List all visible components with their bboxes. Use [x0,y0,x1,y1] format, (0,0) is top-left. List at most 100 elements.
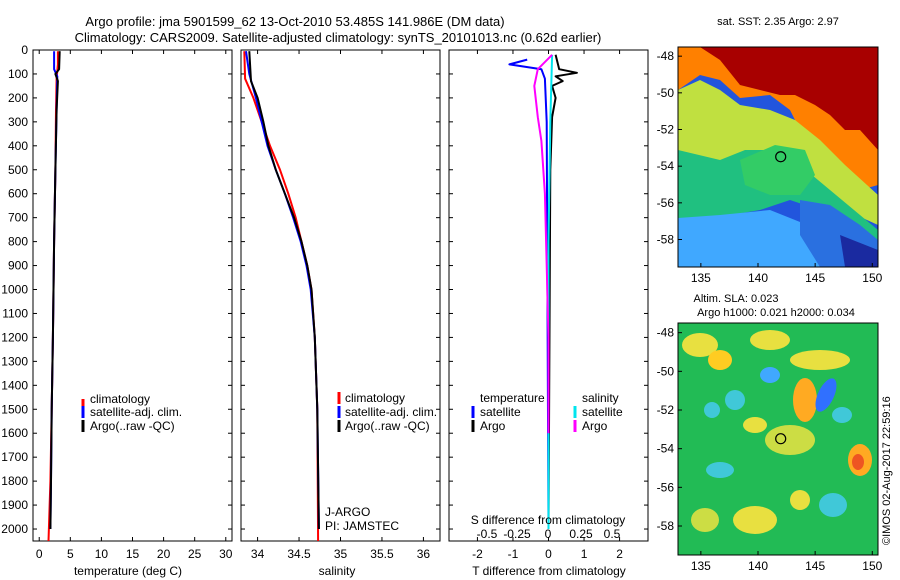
map-x-tick-label: 140 [748,271,768,285]
x-tick-label: 34 [251,547,265,561]
map-y-tick-label: -48 [657,49,675,63]
x-tick-label: 15 [126,547,140,561]
series-line-argo-raw-qc- [248,51,320,530]
s-tick-label: -0.5 [477,527,498,541]
depth-tick-label: 800 [8,235,28,249]
sst-map-frame [677,46,879,268]
legend-label: Argo [480,419,506,433]
float-program-annotation: J-ARGO [325,505,370,519]
depth-tick-label: 1000 [1,283,28,297]
series-line-argo-raw-qc- [49,51,61,530]
depth-tick-label: 700 [8,211,28,225]
map-y-tick-label: -56 [657,480,675,494]
salinity-plot-frame [240,49,441,542]
series-line-t-satellite [508,58,550,530]
x-tick-label: 0 [36,547,43,561]
sst-heatmap [678,47,878,267]
sla-map-title: Altim. SLA: 0.023 [694,293,779,305]
legend-label: satellite-adj. clim. [345,405,437,419]
map-y-tick-label: -48 [657,326,675,340]
map-y-tick-label: -50 [657,86,675,100]
sla-map-frame [677,322,879,556]
series-line-t-argo [547,54,578,530]
salinity-axes: 34 34.5 35 35.5 36 [251,50,431,561]
map-y-tick-label: -56 [657,196,675,210]
legend-salinity-title: salinity [582,391,619,405]
depth-tick-label: 500 [8,163,28,177]
imos-watermark: ©IMOS 02-Aug-2017 22:59:16 [881,396,893,545]
depth-tick-label: 100 [8,67,28,81]
map-x-tick-label: 140 [748,559,768,573]
depth-tick-label: 1800 [1,474,28,488]
x-tick-label: 34.5 [287,547,311,561]
map-x-tick-label: 150 [862,559,882,573]
depth-tick-label: 300 [8,115,28,129]
x-tick-label: 5 [67,547,74,561]
s-tick-label: 0.5 [604,527,621,541]
s-difference-label: S difference from climatology [471,513,626,527]
x-tick-label: -1 [508,547,519,561]
depth-tick-label: 400 [8,139,28,153]
map-x-tick-label: 135 [691,271,711,285]
series-line-climatology [243,51,320,542]
x-tick-label: 35 [334,547,348,561]
x-tick-label: 1 [581,547,588,561]
x-tick-label: 0 [545,547,552,561]
legend-label: climatology [345,391,405,405]
x-tick-label: 35.5 [370,547,394,561]
difference-legend: temperature salinity satellite Argo sate… [471,391,623,433]
depth-axis: 0 100 200 300 400 500 600 700 800 900 1000 1100 1200… [1,43,648,536]
sst-map-title: sat. SST: 2.35 Argo: 2.97 [717,16,839,28]
difference-axes: -2 -1 0 1 2 [472,50,623,561]
map-y-tick-label: -54 [657,442,675,456]
figure-title-line1: Argo profile: jma 5901599_62 13-Oct-2010… [85,14,504,29]
temperature-legend: climatology satellite-adj. clim. Argo(..… [81,392,182,433]
x-tick-label: 20 [157,547,171,561]
depth-tick-label: 2000 [1,522,28,536]
x-tick-label: -2 [472,547,483,561]
salinity-xlabel: salinity [319,564,356,578]
map-x-tick-label: 145 [805,559,825,573]
figure-title-line2: Climatology: CARS2009. Satellite-adjuste… [75,30,602,45]
series-line-satellite-adj-clim- [245,51,320,530]
map-y-tick-label: -50 [657,364,675,378]
s-tick-label: 0.25 [569,527,593,541]
x-tick-label: 30 [219,547,233,561]
map-y-tick-label: -58 [657,519,675,533]
legend-label: Argo [582,419,608,433]
legend-label: satellite [582,405,623,419]
salinity-legend: climatology satellite-adj. clim. Argo(..… [325,391,437,533]
profile-series [47,51,578,542]
map-x-tick-label: 150 [862,271,882,285]
temperature-plot-frame [32,49,233,542]
depth-tick-label: 1500 [1,402,28,416]
legend-label: climatology [90,392,150,406]
depth-tick-label: 1600 [1,426,28,440]
legend-temperature-title: temperature [480,391,545,405]
map-y-tick-label: -58 [657,233,675,247]
map-axes: 135 140 145 150 -48 -50 -52 -54 -56 -58 135 140 145 1… [657,49,883,573]
depth-tick-label: 200 [8,91,28,105]
map-y-tick-label: -54 [657,159,675,173]
s-difference-ticks: -0.5 -0.25 0 0.25 0.5 [477,527,621,541]
temperature-axes: 0 5 10 15 20 25 30 [36,50,233,561]
temperature-xlabel: temperature (deg C) [74,564,182,578]
x-tick-label: 36 [417,547,431,561]
depth-tick-label: 900 [8,259,28,273]
float-position-marker [775,433,787,445]
sla-map-subtitle: Argo h1000: 0.021 h2000: 0.034 [697,307,855,319]
float-pi-annotation: PI: JAMSTEC [325,519,399,533]
x-tick-label: 25 [188,547,202,561]
s-tick-label: -0.25 [503,527,531,541]
depth-tick-label: 600 [8,187,28,201]
depth-tick-label: 1900 [1,498,28,512]
legend-label: satellite-adj. clim. [90,405,182,419]
float-position-marker [775,151,787,163]
depth-tick-label: 1300 [1,354,28,368]
depth-tick-label: 1400 [1,378,28,392]
map-x-tick-label: 145 [805,271,825,285]
depth-tick-label: 1100 [2,306,28,320]
difference-xlabel: T difference from climatology [472,564,626,578]
s-tick-label: 0 [545,527,552,541]
